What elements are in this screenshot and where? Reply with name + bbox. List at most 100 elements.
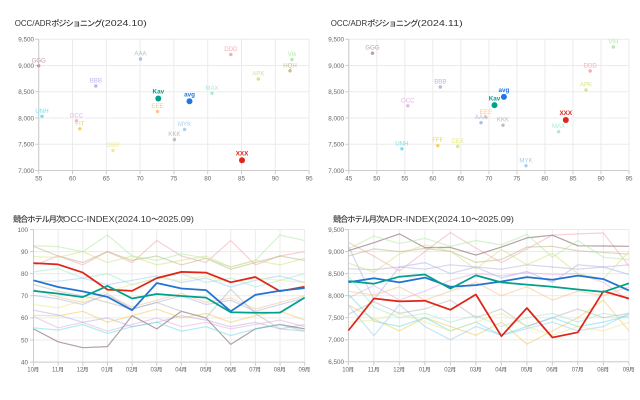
svg-text:90: 90 bbox=[21, 249, 29, 256]
svg-text:MYK: MYK bbox=[178, 121, 191, 128]
svg-text:03: 03 bbox=[151, 368, 158, 374]
svg-text:7,000: 7,000 bbox=[328, 337, 344, 344]
svg-text:DDD: DDD bbox=[224, 46, 238, 53]
svg-text:OCC: OCC bbox=[70, 112, 84, 119]
svg-text:60: 60 bbox=[429, 176, 437, 183]
svg-text:04: 04 bbox=[175, 368, 182, 374]
svg-text:12: 12 bbox=[393, 368, 400, 374]
svg-text:Kav: Kav bbox=[153, 89, 165, 96]
svg-text:8,500: 8,500 bbox=[328, 89, 344, 96]
svg-text:HQH: HQH bbox=[283, 62, 297, 69]
svg-text:2025.09): 2025.09) bbox=[158, 214, 194, 224]
svg-text:07: 07 bbox=[572, 368, 579, 374]
svg-text:11: 11 bbox=[368, 368, 375, 374]
svg-text:9,000: 9,000 bbox=[18, 63, 34, 70]
svg-text:02: 02 bbox=[444, 368, 451, 374]
svg-text:01: 01 bbox=[101, 368, 108, 374]
svg-text:04: 04 bbox=[495, 368, 502, 374]
svg-text:09: 09 bbox=[623, 368, 630, 374]
svg-text:70: 70 bbox=[485, 176, 493, 183]
svg-text:UNH: UNH bbox=[395, 140, 408, 147]
svg-text:CEX: CEX bbox=[451, 138, 464, 145]
svg-text:7,000: 7,000 bbox=[18, 168, 34, 175]
svg-text:OCC-INDEX(2024.10: OCC-INDEX(2024.10 bbox=[63, 214, 151, 224]
svg-text:BBB: BBB bbox=[90, 78, 102, 85]
svg-text:95: 95 bbox=[625, 176, 633, 183]
svg-text:ADR-INDEX(2024.10: ADR-INDEX(2024.10 bbox=[383, 214, 471, 224]
svg-text:12: 12 bbox=[77, 368, 84, 374]
svg-text:02: 02 bbox=[126, 368, 133, 374]
svg-text:9,000: 9,000 bbox=[328, 249, 344, 256]
svg-text:UNH: UNH bbox=[35, 108, 48, 115]
svg-text:9,500: 9,500 bbox=[328, 227, 344, 234]
svg-text:7,500: 7,500 bbox=[328, 315, 344, 322]
svg-text:MAX: MAX bbox=[205, 85, 218, 92]
svg-text:09: 09 bbox=[298, 368, 305, 374]
svg-text:EEE: EEE bbox=[151, 103, 163, 110]
svg-text:KKK: KKK bbox=[497, 117, 509, 124]
svg-text:Kav: Kav bbox=[489, 95, 501, 102]
svg-text:avg: avg bbox=[498, 87, 509, 94]
svg-text:60: 60 bbox=[21, 315, 29, 322]
svg-text:55: 55 bbox=[35, 176, 43, 183]
svg-text:GGG: GGG bbox=[32, 57, 46, 64]
svg-text:XXX: XXX bbox=[559, 110, 572, 117]
svg-text:65: 65 bbox=[457, 176, 465, 183]
svg-text:8,000: 8,000 bbox=[328, 115, 344, 122]
svg-text:05: 05 bbox=[521, 368, 528, 374]
svg-text:07: 07 bbox=[249, 368, 256, 374]
svg-text:06: 06 bbox=[546, 368, 553, 374]
svg-text:OCC/ADR: OCC/ADR bbox=[331, 18, 368, 28]
svg-text:90: 90 bbox=[597, 176, 605, 183]
svg-text:(2024.10): (2024.10) bbox=[101, 18, 147, 28]
svg-text:7,500: 7,500 bbox=[328, 142, 344, 149]
svg-text:55: 55 bbox=[401, 176, 409, 183]
svg-text:7,000: 7,000 bbox=[328, 168, 344, 175]
svg-text:85: 85 bbox=[238, 176, 246, 183]
svg-text:XXX: XXX bbox=[236, 150, 249, 157]
svg-text:FIT: FIT bbox=[75, 120, 84, 127]
svg-text:9,500: 9,500 bbox=[18, 37, 34, 44]
svg-text:80: 80 bbox=[21, 271, 29, 278]
svg-text:95: 95 bbox=[306, 176, 314, 183]
svg-text:VIH: VIH bbox=[608, 39, 618, 46]
svg-text:9,000: 9,000 bbox=[328, 63, 344, 70]
svg-text:GGG: GGG bbox=[365, 45, 379, 52]
svg-text:45: 45 bbox=[345, 176, 353, 183]
svg-text:BBB: BBB bbox=[434, 79, 446, 86]
svg-text:APK: APK bbox=[580, 82, 592, 89]
svg-text:70: 70 bbox=[137, 176, 145, 183]
svg-text:AAA: AAA bbox=[475, 114, 488, 121]
svg-text:6,500: 6,500 bbox=[328, 359, 344, 366]
svg-text:EEE: EEE bbox=[480, 109, 492, 116]
svg-text:OCC: OCC bbox=[401, 97, 415, 104]
svg-text:65: 65 bbox=[103, 176, 111, 183]
svg-text:85: 85 bbox=[569, 176, 577, 183]
svg-text:8,500: 8,500 bbox=[328, 271, 344, 278]
svg-text:11: 11 bbox=[52, 368, 59, 374]
svg-text:(2024.11): (2024.11) bbox=[417, 18, 463, 28]
svg-text:MAX: MAX bbox=[552, 123, 565, 130]
svg-text:FFF: FFF bbox=[432, 137, 443, 144]
svg-text:01: 01 bbox=[419, 368, 426, 374]
svg-text:8,000: 8,000 bbox=[18, 115, 34, 122]
svg-text:AAA: AAA bbox=[134, 51, 147, 58]
svg-text:100: 100 bbox=[17, 227, 28, 234]
svg-text:80: 80 bbox=[541, 176, 549, 183]
svg-text:75: 75 bbox=[513, 176, 521, 183]
svg-text:7,500: 7,500 bbox=[18, 142, 34, 149]
svg-text:10: 10 bbox=[342, 368, 349, 374]
svg-text:80: 80 bbox=[204, 176, 212, 183]
svg-text:70: 70 bbox=[21, 293, 29, 300]
svg-text:40: 40 bbox=[21, 359, 29, 366]
svg-text:8,500: 8,500 bbox=[18, 89, 34, 96]
svg-text:06: 06 bbox=[225, 368, 232, 374]
svg-text:VIk: VIk bbox=[288, 51, 298, 58]
svg-text:50: 50 bbox=[21, 337, 29, 344]
svg-text:MYK: MYK bbox=[519, 157, 532, 164]
svg-text:50: 50 bbox=[373, 176, 381, 183]
svg-text:60: 60 bbox=[69, 176, 77, 183]
svg-text:avg: avg bbox=[184, 92, 195, 99]
svg-text:2025.09): 2025.09) bbox=[478, 214, 514, 224]
svg-text:75: 75 bbox=[170, 176, 178, 183]
